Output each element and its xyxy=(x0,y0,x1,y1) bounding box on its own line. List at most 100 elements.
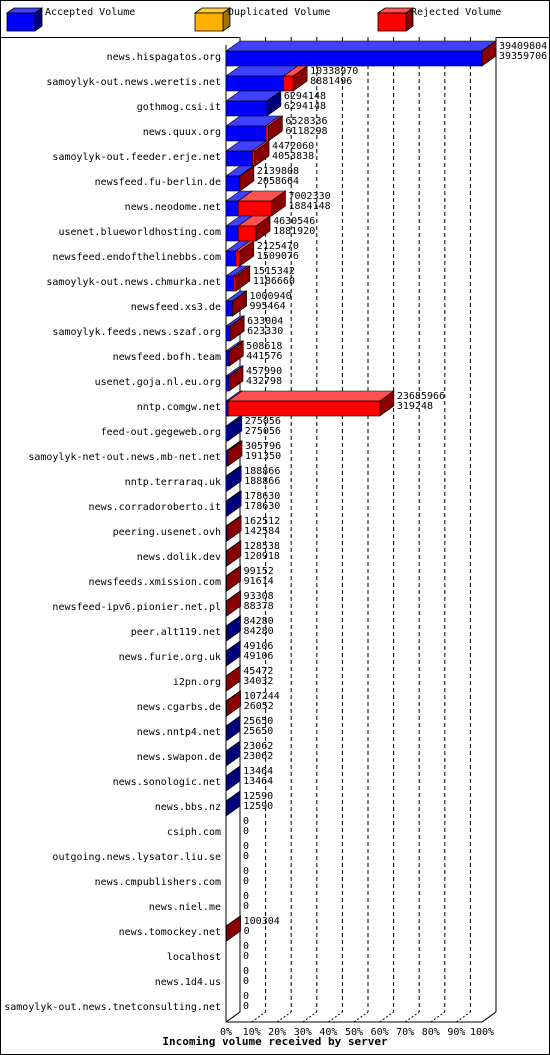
tick-depth xyxy=(225,1011,241,1023)
tick-depth xyxy=(276,1011,292,1023)
value-label-total: 13464 xyxy=(243,766,273,777)
category-label: news.dolik.dev xyxy=(137,552,221,563)
value-label-accepted: 91614 xyxy=(244,576,274,587)
value-label-accepted: 6118298 xyxy=(285,126,327,137)
bar-row: news.cmpublishers.com 00 xyxy=(95,866,249,888)
bar-rejected-side xyxy=(271,190,286,217)
tick-depth xyxy=(353,1011,369,1023)
bar-rejected-side xyxy=(226,565,241,592)
value-label-accepted: 23062 xyxy=(243,751,273,762)
value-label-accepted: 623330 xyxy=(247,326,283,337)
bar-rejected-side xyxy=(228,365,244,392)
x-tick-label: 90% xyxy=(447,1027,465,1038)
category-label: peering.usenet.ovh xyxy=(113,527,221,538)
bar-accepted-front xyxy=(225,250,237,267)
value-label-total: 6528336 xyxy=(285,116,327,127)
bar-rejected-side xyxy=(226,540,242,567)
tick-depth xyxy=(302,1011,318,1023)
value-label-total: 2125470 xyxy=(257,241,299,252)
bar-rejected-side xyxy=(268,115,283,142)
category-label: samoylyk-out.news.tnetconsulting.net xyxy=(4,1002,221,1013)
bar-rejected-side xyxy=(239,240,255,267)
bar-row: samoylyk-out.news.chmurka.net 15153421186… xyxy=(46,265,295,292)
category-label: i2pn.org xyxy=(173,677,221,688)
value-label-total: 1000940 xyxy=(250,291,292,302)
category-label: samoylyk-net-out.news.mb-net.net xyxy=(28,452,221,463)
x-tick-label: 80% xyxy=(422,1027,440,1038)
category-label: samoylyk-out.news.weretis.net xyxy=(46,77,221,88)
value-label-accepted: 49106 xyxy=(243,651,273,662)
bar-rejected-front xyxy=(235,250,241,267)
value-label-total: 84280 xyxy=(244,616,274,627)
tick-depth xyxy=(456,1011,471,1023)
bar-accepted-front xyxy=(225,350,230,367)
tick-depth xyxy=(251,1011,266,1023)
value-label-total: 0 xyxy=(243,966,249,977)
value-label-total: 188866 xyxy=(244,466,280,477)
value-label-accepted: 178630 xyxy=(244,501,280,512)
bar-row: usenet.blueworldhosting.com 4630546188192… xyxy=(58,215,315,242)
value-label-accepted: 1186660 xyxy=(253,276,295,287)
value-label-accepted: 2058664 xyxy=(257,176,299,187)
value-label-total: 6294148 xyxy=(284,91,326,102)
value-label-accepted: 0 xyxy=(244,926,250,937)
bar-accepted-side xyxy=(266,90,282,117)
category-label: news.1d4.us xyxy=(155,977,221,988)
value-label-accepted: 275056 xyxy=(245,426,281,437)
bar-rejected-front xyxy=(237,200,272,217)
value-label-total: 49106 xyxy=(243,641,273,652)
tick-depth xyxy=(481,1011,497,1023)
category-label: localhost xyxy=(167,952,221,963)
bar-row: samoylyk-net-out.news.mb-net.net 30579619… xyxy=(28,440,281,467)
category-label: news.hispagatos.org xyxy=(107,52,221,63)
legend-item-rejected xyxy=(376,7,416,33)
value-label-total: 23062 xyxy=(243,741,273,752)
bar-rejected-front xyxy=(233,275,237,292)
legend-item-duplicated xyxy=(193,7,233,33)
value-label-accepted: 26052 xyxy=(244,701,274,712)
value-label-total: 2139808 xyxy=(257,166,299,177)
bar-row: samoylyk-out.news.weretis.net 10338970888… xyxy=(46,65,358,92)
value-label-total: 25650 xyxy=(243,716,273,727)
bar-accepted-front xyxy=(225,175,240,192)
bar-accepted-side xyxy=(226,640,241,667)
category-label: newsfeed.endofthelinebbs.com xyxy=(52,252,221,263)
bar-rejected-side xyxy=(229,315,245,342)
category-label: usenet.goja.nl.eu.org xyxy=(95,377,221,388)
value-label-total: 1515342 xyxy=(253,266,295,277)
value-label-accepted: 142584 xyxy=(244,526,280,537)
bar-rejected-side xyxy=(239,165,255,192)
category-label: news.sonologic.net xyxy=(113,777,221,788)
category-label: news.swapon.de xyxy=(137,752,221,763)
legend-label-accepted: Accepted Volume xyxy=(45,7,136,18)
category-label: gothmog.csi.it xyxy=(137,102,221,113)
category-label: nntp.comgw.net xyxy=(137,402,221,413)
value-label-accepted: 0 xyxy=(243,976,249,987)
value-label-accepted: 1509076 xyxy=(257,251,299,262)
bar-rejected-side xyxy=(292,65,308,92)
x-tick-label: 40% xyxy=(319,1027,337,1038)
x-tick-label: 0% xyxy=(220,1027,232,1038)
x-tick-label: 70% xyxy=(396,1027,414,1038)
bar-rejected-side xyxy=(226,915,241,942)
value-label-total: 305796 xyxy=(245,441,281,452)
value-label-accepted: 191350 xyxy=(245,451,281,462)
value-label-accepted: 995464 xyxy=(250,301,286,312)
legend-swatch-rejected xyxy=(376,7,415,32)
value-label-total: 0 xyxy=(243,891,249,902)
value-label-accepted: 1881920 xyxy=(273,226,315,237)
value-label-accepted: 34032 xyxy=(243,676,273,687)
x-tick-label: 30% xyxy=(294,1027,312,1038)
category-label: peer.alt119.net xyxy=(131,627,221,638)
bar-accepted-front xyxy=(225,375,230,392)
value-label-accepted: 12590 xyxy=(243,801,273,812)
